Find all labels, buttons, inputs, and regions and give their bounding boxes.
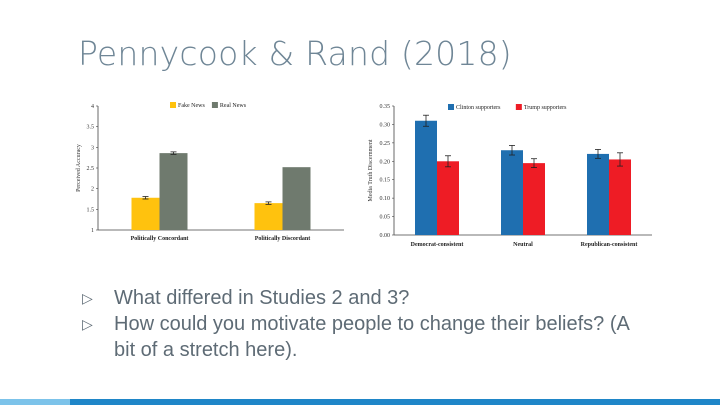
chart-media-truth-discernment-svg: 0.00 0.05 0.10 0.15 0.20 0.25 0.30 0.35 Media Tr…: [360, 98, 660, 253]
chart2-legend-label: Trump supporters: [524, 105, 567, 111]
chart2-y-tick-label: 0.20: [380, 159, 391, 165]
chart1-legend-label: Real News: [220, 103, 247, 109]
chart2-legend-swatch: [516, 104, 522, 110]
chart-perceived-accuracy-svg: 1 1.5 2 2.5 3 3.5 4 Perceived Accuracy Political…: [72, 98, 352, 248]
chart1-y-tick-label: 4: [91, 104, 94, 110]
chart1-bar: [283, 167, 311, 230]
chart2-bar: [523, 163, 545, 235]
slide-title: Pennycook & Rand (2018): [78, 34, 512, 73]
chart2-bar: [437, 161, 459, 235]
chart1-y-tick-label: 1: [91, 228, 94, 234]
chart1-y-tick-label: 1.5: [87, 207, 95, 213]
chart2-bar: [609, 159, 631, 235]
chart2-x-tick-label: Republican-consistent: [581, 242, 638, 248]
chart2-y-tick-label: 0.00: [380, 233, 391, 239]
chart2-y-tick-label: 0.05: [380, 215, 391, 221]
chart2-x-tick-label: Neutral: [513, 242, 533, 248]
chart2-y-tick-label: 0.25: [380, 141, 391, 147]
bottom-accent-bar: [0, 399, 720, 405]
bullet-item-2: ▷ How could you motivate people to chang…: [82, 311, 642, 363]
chart1-y-tick-label: 3.5: [87, 125, 95, 131]
chart2-y-tick-label: 0.10: [380, 196, 391, 202]
chart2-y-tick-label: 0.35: [380, 104, 391, 110]
chart1-y-tick-label: 2.5: [87, 166, 95, 172]
chart2-x-tick-label: Democrat-consistent: [411, 242, 464, 248]
triangle-bullet-icon: ▷: [82, 311, 93, 337]
chart2-y-axis-label: Media Truth Discernment: [368, 139, 374, 201]
chart1-legend-swatch: [212, 102, 218, 108]
chart2-y-tick-label: 0.15: [380, 178, 391, 184]
chart1-y-tick-label: 2: [91, 187, 94, 193]
chart-media-truth-discernment: 0.00 0.05 0.10 0.15 0.20 0.25 0.30 0.35 Media Tr…: [360, 98, 660, 253]
chart2-bar: [501, 150, 523, 235]
chart2-y-tick-label: 0.30: [380, 122, 391, 128]
chart1-legend-label: Fake News: [178, 103, 205, 109]
chart1-bar: [160, 153, 188, 230]
accent-bar-light-blue: [0, 399, 70, 405]
chart2-legend-swatch: [448, 104, 454, 110]
bullet-list: ▷ What differed in Studies 2 and 3? ▷ Ho…: [82, 285, 642, 363]
chart1-x-tick-label: Politically Discordant: [255, 236, 311, 242]
chart1-legend-swatch: [170, 102, 176, 108]
accent-bar-blue: [70, 399, 720, 405]
chart-perceived-accuracy: 1 1.5 2 2.5 3 3.5 4 Perceived Accuracy Political…: [72, 98, 352, 248]
chart1-y-axis-label: Perceived Accuracy: [76, 144, 82, 192]
chart1-bar: [255, 203, 283, 230]
chart2-bar: [587, 154, 609, 235]
chart1-y-tick-label: 3: [91, 145, 94, 151]
bullet-text-1: What differed in Studies 2 and 3?: [114, 287, 409, 309]
chart2-bar: [415, 121, 437, 235]
chart1-x-tick-label: Politically Concordant: [131, 236, 189, 242]
chart1-bar: [132, 198, 160, 230]
triangle-bullet-icon: ▷: [82, 285, 93, 311]
bullet-item-1: ▷ What differed in Studies 2 and 3?: [82, 285, 642, 311]
bullet-text-2: How could you motivate people to change …: [114, 313, 629, 361]
chart2-legend-label: Clinton supporters: [456, 105, 501, 111]
